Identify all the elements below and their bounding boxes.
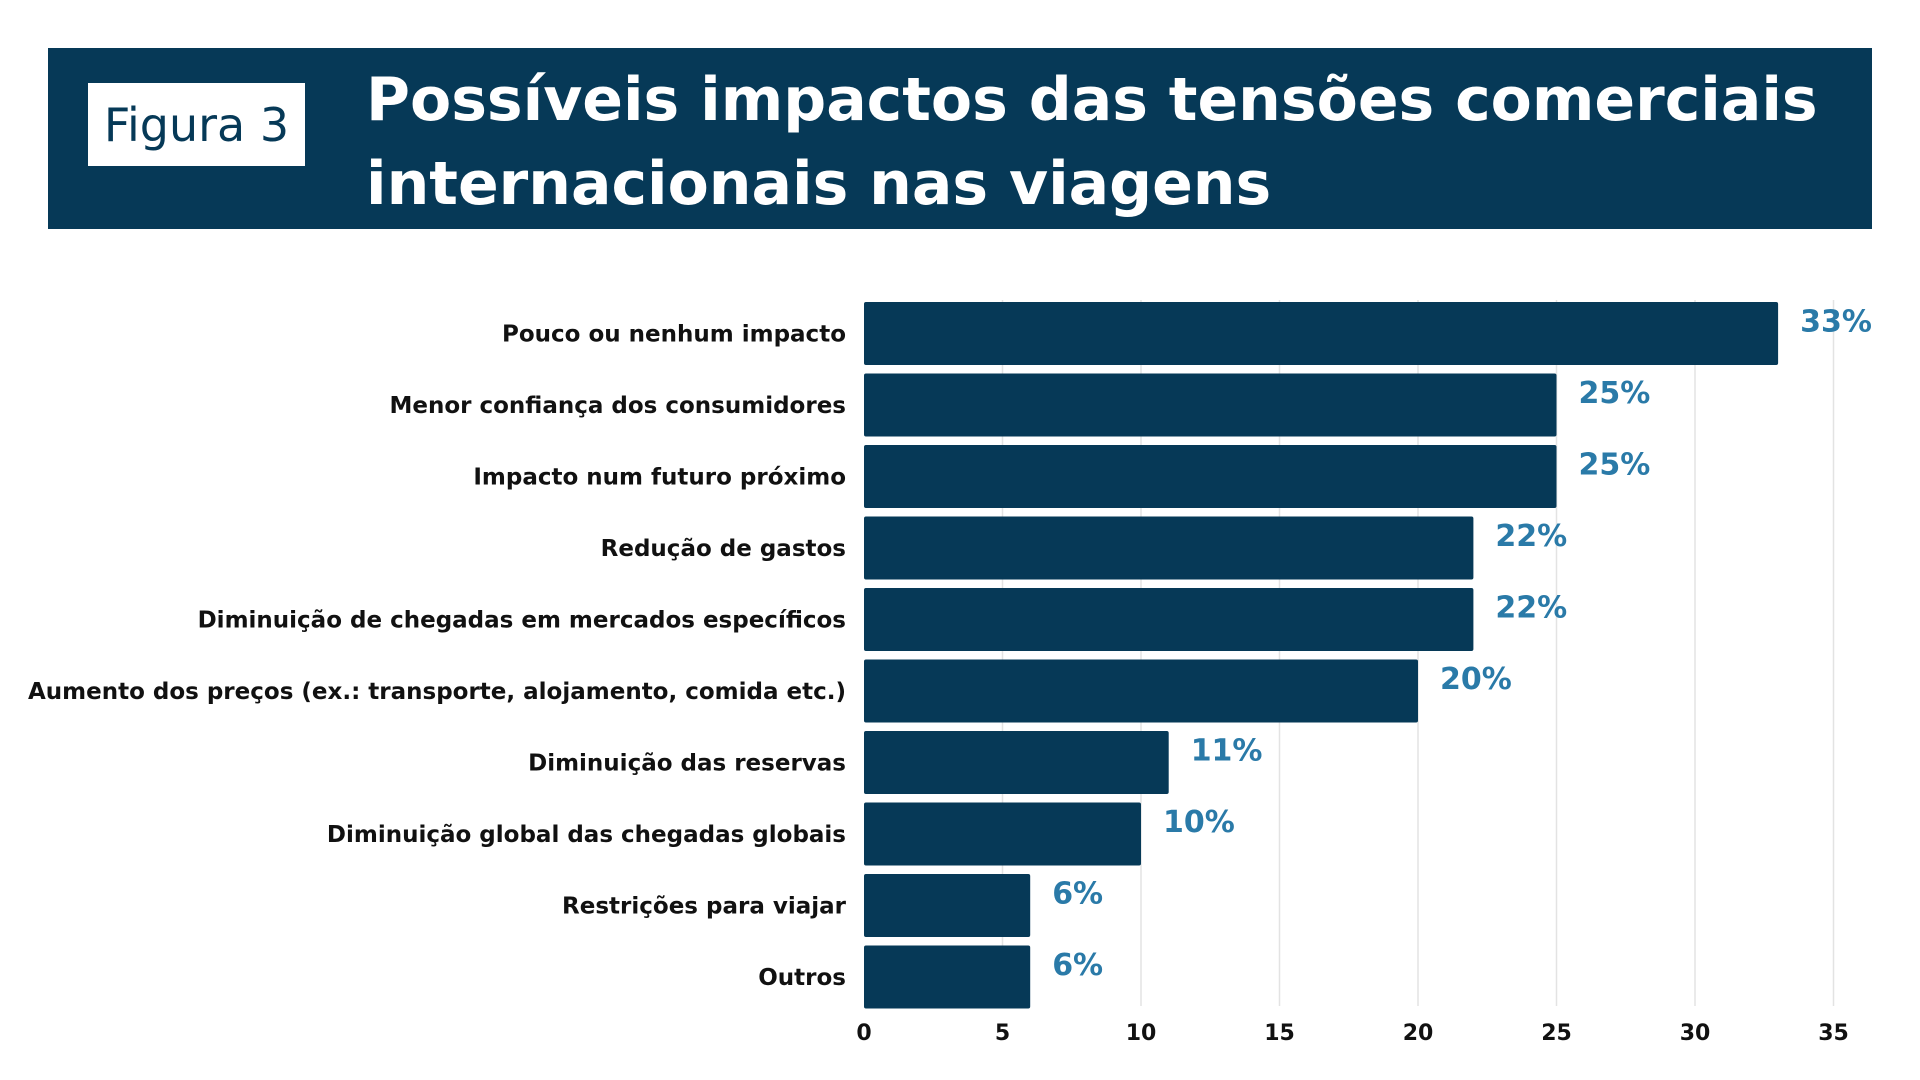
value-label: 10% [1163,805,1235,840]
bar [864,659,1418,723]
bar [864,588,1474,651]
bar [864,945,1031,1009]
bar [864,516,1474,580]
value-labels: 33% 25% 25% 22% 22% 20% 11% 10% 6% 6% [1052,305,1872,984]
category-label: Impacto num futuro próximo [473,465,846,491]
category-label: Diminuição das reservas [528,751,846,777]
category-label: Diminuição global das chegadas globais [327,822,846,848]
value-label: 6% [1052,877,1103,912]
x-tick-label: 30 [1680,1021,1711,1046]
category-labels: Pouco ou nenhum impacto Menor confiança d… [28,322,847,992]
bar [864,302,1779,365]
category-label: Menor confiança dos consumidores [389,393,846,419]
x-tick-label: 20 [1403,1021,1434,1046]
x-tick-label: 0 [856,1021,871,1046]
bar [864,373,1557,437]
x-tick-label: 35 [1818,1021,1849,1046]
x-tick-label: 5 [995,1021,1010,1046]
value-label: 25% [1579,448,1651,483]
category-label: Redução de gastos [601,536,846,562]
category-label: Diminuição de chegadas em mercados espec… [198,608,846,634]
category-label: Restrições para viajar [562,894,847,920]
value-label: 11% [1191,734,1263,769]
bar [864,731,1169,794]
bar [864,874,1031,937]
value-label: 20% [1440,662,1512,697]
category-label: Outros [758,965,846,991]
figure-number-label: Figura 3 [88,83,305,166]
x-tick-label: 10 [1126,1021,1157,1046]
figure-header: Figura 3 Possíveis impactos das tensões … [48,48,1872,229]
chart-title: Possíveis impactos das tensões comerciai… [366,65,1818,219]
category-label: Aumento dos preços (ex.: transporte, alo… [28,679,846,705]
bars [864,302,1779,1009]
category-label: Pouco ou nenhum impacto [502,322,846,348]
value-label: 22% [1495,519,1567,554]
x-tick-label: 15 [1264,1021,1295,1046]
value-label: 6% [1052,948,1103,983]
bar [864,445,1557,508]
value-label: 33% [1800,305,1872,340]
value-label: 25% [1579,376,1651,411]
bar [864,802,1141,866]
value-label: 22% [1495,591,1567,626]
x-axis-ticks: 0 5 10 15 20 25 30 35 [856,1021,1848,1046]
x-tick-label: 25 [1541,1021,1572,1046]
